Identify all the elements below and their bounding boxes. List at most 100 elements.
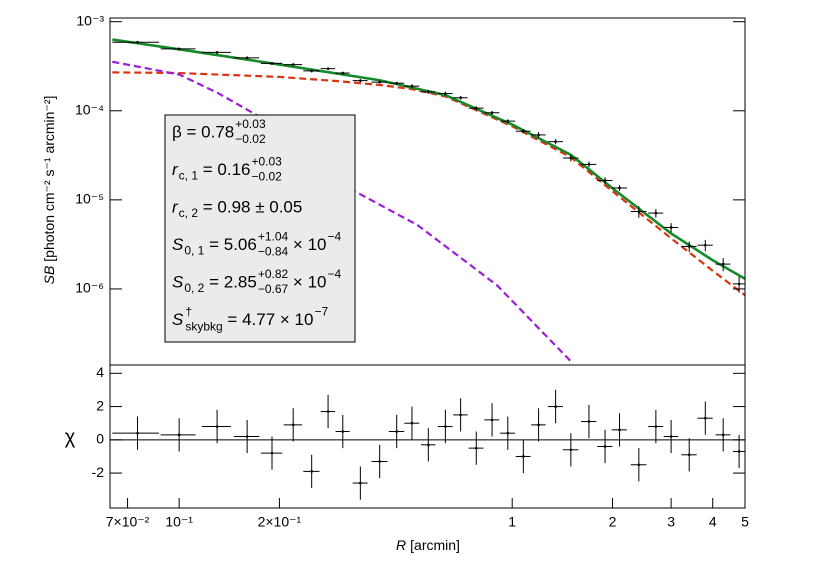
data-point	[341, 430, 345, 433]
data-point	[326, 67, 330, 70]
model-curve	[112, 60, 573, 364]
x-label-var: R	[396, 537, 406, 553]
annotation-sub: 0, 1	[184, 244, 204, 258]
data-point	[687, 245, 691, 248]
x-axis-label: R [arcmin]	[396, 537, 460, 553]
data-point	[554, 405, 557, 408]
data-point	[669, 226, 673, 229]
data-point	[618, 186, 621, 190]
data-point	[737, 282, 741, 286]
data-point	[537, 133, 540, 137]
data-point	[537, 423, 540, 427]
y-tick-label: 10⁻⁴	[75, 101, 104, 117]
annotation-text: = 5.06	[204, 235, 256, 254]
data-point	[410, 421, 414, 425]
annotation-upper: +0.82	[258, 267, 289, 281]
data-point	[522, 129, 525, 133]
data-point	[270, 451, 274, 455]
frame	[109, 364, 746, 509]
annotation-text: r	[172, 197, 179, 216]
data-point	[569, 448, 573, 452]
data-point	[427, 443, 430, 447]
y-label-unit: [photon cm⁻² s⁻¹ arcmin⁻²]	[41, 96, 57, 262]
annotation-lower: −0.02	[251, 170, 282, 184]
data-point	[490, 111, 494, 115]
annotation-lower: −0.02	[235, 132, 266, 146]
data-point	[291, 63, 295, 66]
data-point	[245, 435, 249, 438]
data-point	[395, 81, 399, 85]
x-label-unit: [arcmin]	[410, 537, 460, 553]
data-point	[506, 119, 510, 123]
annotation-upper: +0.03	[235, 117, 266, 131]
annotation-box	[164, 114, 356, 343]
data-point	[637, 463, 641, 467]
data-point	[587, 420, 591, 423]
data-point	[737, 450, 741, 453]
data-point	[270, 62, 274, 65]
data-point	[215, 425, 219, 428]
y-tick-label: -2	[92, 464, 105, 480]
data-point	[215, 51, 219, 54]
annotation-text: S	[172, 272, 184, 291]
plot-area	[110, 389, 745, 500]
y-tick-label: 10⁻³	[76, 12, 104, 28]
annotation-sub: c, 2	[179, 206, 199, 220]
data-point	[378, 460, 381, 463]
data-point	[721, 262, 725, 266]
data-point	[359, 79, 362, 82]
data-point	[378, 80, 381, 84]
data-point	[554, 140, 557, 143]
data-point	[177, 47, 181, 51]
annotation-sub: 0, 2	[184, 281, 204, 295]
data-point	[310, 470, 313, 473]
data-point	[427, 90, 430, 94]
x-tick-label: 10⁻¹	[165, 514, 193, 530]
annotation-text: = 0.98 ± 0.05	[198, 197, 302, 216]
data-point	[654, 211, 658, 215]
residual-y-label: χ	[65, 426, 76, 448]
data-point	[410, 84, 414, 88]
y-tick-label: 2	[96, 397, 104, 413]
annotation-text: = 4.77 × 10	[223, 310, 314, 329]
annotation-sup: −4	[328, 267, 342, 281]
annotation-text: × 10	[288, 235, 326, 254]
annotation-lower: −0.84	[258, 245, 289, 259]
data-point	[569, 156, 573, 160]
data-point	[474, 106, 478, 110]
data-point	[506, 431, 510, 435]
annotation-lower: skybkg	[185, 320, 222, 334]
annotation-upper: †	[185, 305, 192, 319]
y-tick-label: 0	[96, 431, 104, 447]
data-point	[721, 433, 725, 437]
data-point	[359, 481, 362, 485]
annotation-text: S	[172, 310, 184, 329]
annotation-lower: −0.67	[258, 282, 289, 296]
annotation-sub: c, 1	[179, 169, 199, 183]
y-tick-label: 10⁻⁶	[75, 280, 104, 296]
y-tick-label: 4	[96, 364, 104, 380]
data-point	[669, 435, 673, 438]
data-point	[136, 431, 139, 435]
data-point	[654, 425, 658, 428]
model-curve	[112, 38, 745, 280]
annotation-text: S	[172, 235, 184, 254]
annotation-text: β = 0.78	[172, 122, 234, 141]
data-point	[459, 96, 462, 100]
data-point	[522, 455, 525, 458]
annotation-upper: +0.03	[251, 155, 282, 169]
data-point	[291, 423, 295, 427]
data-point	[490, 418, 494, 422]
x-tick-label: 2×10⁻¹	[258, 514, 302, 530]
data-point	[341, 71, 345, 75]
data-point	[704, 416, 707, 420]
annotation-text: = 2.85	[204, 272, 256, 291]
data-point	[136, 40, 139, 44]
data-point	[310, 69, 313, 73]
data-point	[395, 430, 399, 433]
x-tick-label: 2	[609, 514, 617, 530]
annotation-sup: −7	[314, 305, 328, 319]
x-tick-label: 4	[709, 514, 717, 530]
